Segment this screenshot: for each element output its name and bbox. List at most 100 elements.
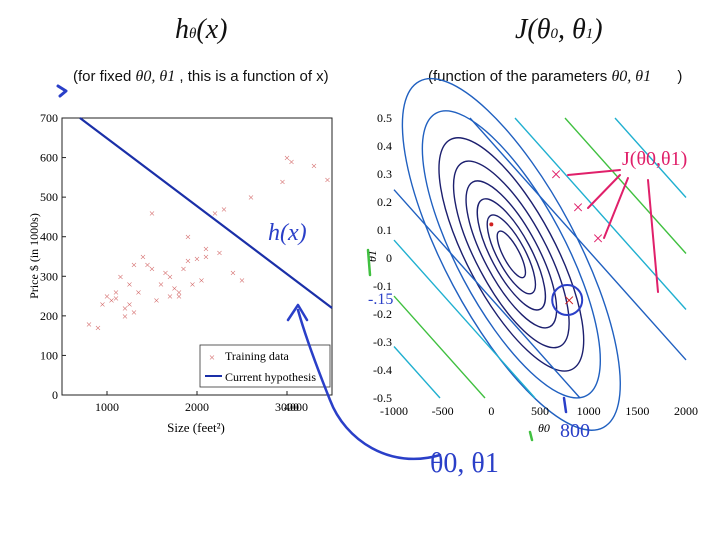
left-y-tick-label: 400	[40, 230, 58, 244]
training-point: ×	[131, 307, 137, 319]
training-point: ×	[149, 208, 155, 220]
hx-arrowhead	[286, 303, 309, 322]
right-y-axis-label: θ1	[365, 250, 379, 262]
training-point: ×	[104, 291, 110, 303]
right-y-tick-label: -0.5	[373, 391, 392, 405]
formula-mid: , θ	[558, 14, 586, 45]
contour-band	[393, 295, 486, 399]
legend-hypothesis-label: Current hypothesis	[225, 370, 316, 384]
cost-function-formula: J(θ0, θ1)	[515, 14, 603, 46]
left-y-tick-label: 700	[40, 111, 58, 125]
j-arrow-1	[567, 169, 621, 176]
contour-ellipse	[476, 198, 547, 311]
training-point: ×	[203, 252, 209, 264]
training-point: ×	[95, 323, 101, 335]
left-y-tick-label: 500	[40, 190, 58, 204]
left-y-tick-label: 300	[40, 269, 58, 283]
hx-annotation: h(x)	[268, 220, 307, 246]
legend-training-label: Training data	[225, 349, 290, 363]
training-point: ×	[162, 267, 168, 279]
left-caption-params: θ0, θ1	[135, 68, 176, 85]
left-y-axis-label: Price $ (in 1000s)	[27, 213, 41, 299]
right-x-ticks: -1000 -500 0 500 1000 1500 2000	[380, 404, 698, 418]
formula-sub1: 1	[585, 26, 594, 42]
training-point: ×	[122, 303, 128, 315]
training-point: ×	[167, 291, 173, 303]
training-point: ×	[288, 157, 294, 169]
training-point: ×	[239, 275, 245, 287]
j-cross-1: ×	[550, 164, 561, 186]
training-point: ×	[185, 255, 191, 267]
right-x-tick-label: -1000	[380, 404, 408, 418]
left-x-axis-label: Size (feet²)	[167, 420, 225, 435]
training-point: ×	[149, 263, 155, 275]
right-y-tick-label: 0.3	[377, 167, 392, 181]
right-y-tick-label: 0.5	[377, 111, 392, 125]
left-y-tick-label: 600	[40, 151, 58, 165]
training-point: ×	[324, 174, 330, 186]
training-point: ×	[86, 319, 92, 331]
formula-arg: (x)	[196, 14, 228, 45]
right-caption: (function of the parameters θ0, θ1 )	[428, 68, 682, 86]
training-point: ×	[230, 267, 236, 279]
training-point: ×	[284, 153, 290, 165]
training-point: ×	[180, 263, 186, 275]
j-annotation: J(θ0,θ1)	[622, 148, 687, 170]
training-point: ×	[108, 295, 114, 307]
right-y-tick-label: 0	[386, 251, 392, 265]
training-points: × ×××××××××××××××××××××××××× ××××××× ×××× ××…	[86, 153, 331, 335]
contour-band	[393, 346, 441, 399]
training-point: ×	[176, 287, 182, 299]
right-x-tick-label: 1500	[625, 404, 649, 418]
j-cross-3: ×	[592, 228, 603, 250]
training-point: ×	[212, 208, 218, 220]
j-arrow-2	[587, 174, 621, 209]
contour-ellipse	[486, 214, 537, 295]
j-tail-line	[647, 179, 659, 293]
right-caption-prefix: (function of the parameters	[428, 68, 608, 85]
left-x-tick-label: 4000	[284, 400, 308, 414]
pen-dot-annotation	[56, 84, 68, 98]
right-y-tick-label: 0.4	[377, 139, 392, 153]
right-y-ticks: 0.5 0.4 0.3 0.2 0.1 0 -0.1 -0.2 -0.3 -0.4 -0.5	[373, 111, 392, 405]
training-point: ×	[117, 271, 123, 283]
training-point: ×	[113, 287, 119, 299]
contour-lines	[393, 77, 687, 431]
current-parameter-marker: ×	[564, 290, 575, 312]
right-x-axis-label: θ0	[538, 421, 550, 435]
left-legend: × Training data Current hypothesis	[199, 344, 331, 388]
training-point: ×	[216, 248, 222, 260]
right-x-tick-label: 0	[488, 404, 494, 418]
training-point: ×	[144, 259, 150, 271]
j-cross-2: ×	[572, 197, 583, 219]
value-800-arrow	[562, 396, 568, 414]
training-point: ×	[99, 299, 105, 311]
right-y-tick-label: -0.2	[373, 307, 392, 321]
formula-sub0: 0	[550, 26, 559, 42]
right-caption-params: θ0, θ1	[611, 68, 652, 85]
current-parameter-circle	[551, 284, 584, 316]
legend-training-marker: ×	[209, 352, 215, 364]
contour-ellipse	[401, 77, 621, 431]
left-y-ticks: 0 100 200 300 400 500 600 700	[40, 111, 66, 402]
training-point: ×	[153, 295, 159, 307]
contour-ellipse	[438, 137, 585, 372]
training-point: ×	[158, 279, 164, 291]
right-y-tick-label: -0.3	[373, 335, 392, 349]
right-x-tick-label: 1000	[577, 404, 601, 418]
cost-contour-chart: 0.5 0.4 0.3 0.2 0.1 0 -0.1 -0.2 -0.3 -0.4 -0.5 -10…	[365, 77, 698, 435]
value-800-annotation: 800	[560, 420, 590, 442]
training-point: ×	[113, 293, 119, 305]
left-x-tick-label: 2000	[185, 400, 209, 414]
hypothesis-formula: hθ(x)	[175, 14, 227, 46]
training-point: ×	[131, 259, 137, 271]
training-point: ×	[189, 279, 195, 291]
left-caption: (for fixed θ0, θ1 , this is a function o…	[73, 68, 329, 86]
training-point: ×	[279, 176, 285, 188]
contour-band	[514, 117, 687, 310]
training-point: ×	[185, 232, 191, 244]
training-point: ×	[221, 204, 227, 216]
